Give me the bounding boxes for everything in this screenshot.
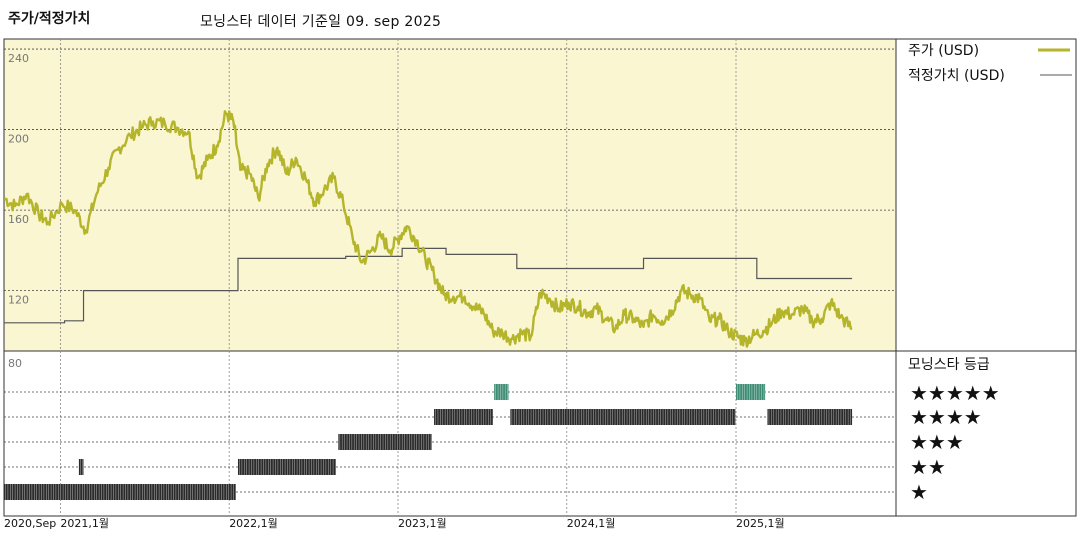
rating-series [4, 384, 853, 500]
rating-segment-4-stars [434, 409, 493, 425]
rating-segment-4-stars [767, 409, 853, 425]
price-panel-background [3, 38, 897, 352]
rating-segment-2-stars [237, 459, 337, 475]
rating-segment-4-stars [510, 409, 736, 425]
x-tick-label: 2022,1월 [229, 517, 278, 530]
rating-label-4-stars: ★★★★ [910, 405, 982, 429]
rating-segment-5-stars [736, 384, 766, 400]
y-tick-label: 120 [8, 294, 29, 307]
legend-rating-box [895, 350, 1077, 517]
x-tick-label: 2024,1월 [567, 517, 616, 530]
y-tick-label: 160 [8, 213, 29, 226]
rating-segment-5-stars [494, 384, 509, 400]
rating-segment-2-stars [78, 459, 84, 475]
price-line [4, 110, 853, 348]
rating-legend-title: 모닝스타 등급 [908, 357, 990, 373]
y-tick-label: 240 [8, 52, 29, 65]
y-axis-ticks: 240 200 160 120 80 [8, 52, 29, 370]
data-date-subtitle: 모닝스타 데이터 기준일 09. sep 2025 [200, 14, 442, 30]
x-axis-ticks: 2020,Sep 2021,1월 2022,1월 2023,1월 2024,1월 2025… [4, 517, 785, 530]
x-tick-label: 2020,Sep [4, 517, 56, 530]
rating-label-3-stars: ★★★ [910, 430, 964, 454]
rating-y-tick-label: 80 [8, 357, 22, 370]
rating-label-5-stars: ★★★★★ [910, 381, 1000, 405]
price-series [4, 110, 853, 348]
legend-price-box [895, 38, 1077, 352]
x-tick-label: 2021,1월 [60, 517, 109, 530]
x-tick-label: 2025,1월 [736, 517, 785, 530]
x-tick-label: 2023,1월 [398, 517, 447, 530]
y-tick-label: 200 [8, 133, 29, 146]
fair-value-line [4, 247, 853, 324]
legend-price-label: 주가 (USD) [908, 43, 979, 59]
chart-title: 주가/적정가치 [8, 11, 91, 27]
rating-label-1-star: ★ [910, 480, 928, 504]
rating-segment-1-stars [4, 484, 236, 500]
fair-value-series [4, 247, 853, 324]
rating-segment-3-stars [338, 434, 432, 450]
rating-label-2-stars: ★★ [910, 455, 946, 479]
legend-fair-label: 적정가치 (USD) [908, 68, 1005, 84]
